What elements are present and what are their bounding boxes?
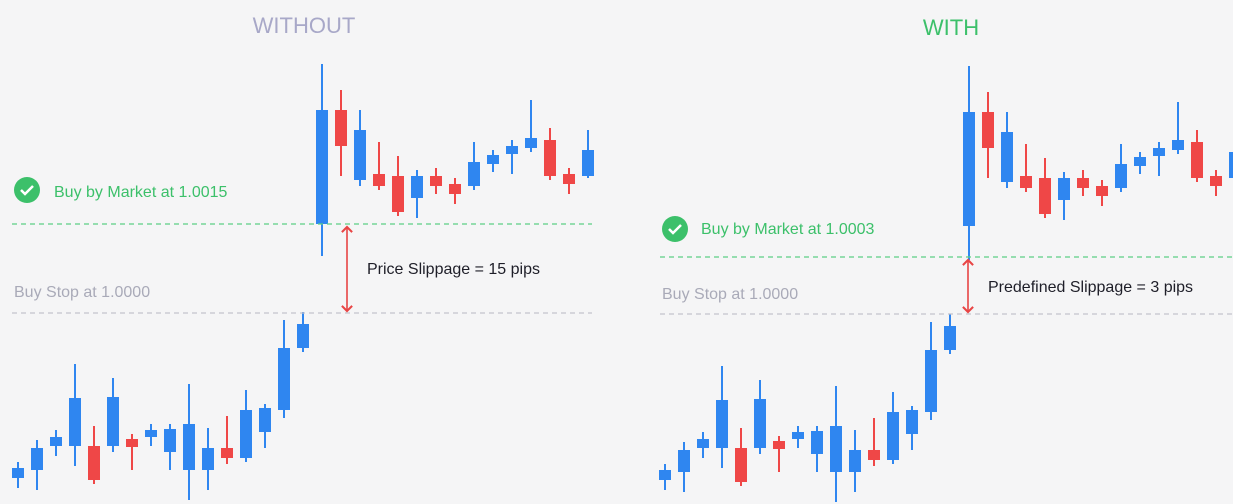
slippage-label: Price Slippage = 15 pips [367,261,540,278]
candle-body [925,350,937,412]
candle-body [1172,140,1184,150]
candles [12,64,1233,502]
candle-body [1229,152,1233,178]
candle-body [373,174,385,186]
candle-body [1001,132,1013,182]
candle-body [944,326,956,350]
candle-body [1077,178,1089,188]
check-mark [20,185,34,196]
candle-body [1020,176,1032,188]
candle-body [468,162,480,186]
candle-body [849,450,861,472]
candle-body [69,398,81,446]
candle-body [506,146,518,154]
candle-body [563,174,575,184]
candle-body [735,448,747,482]
candle-body [582,150,594,176]
candle-body [811,431,823,454]
candle-body [1134,157,1146,166]
market-label: Buy by Market at 1.0015 [54,184,228,201]
candle-body [259,408,271,432]
check-icon [14,177,40,203]
candle-body [392,176,404,212]
candle-body [240,410,252,458]
candle-body [411,176,423,198]
candle-body [792,432,804,439]
candle-body [449,184,461,194]
candle-body [50,437,62,446]
candle-body [1191,142,1203,178]
candle-body [1096,186,1108,196]
candle-body [430,176,442,186]
candle-body [1115,164,1127,188]
check-icon [662,216,688,242]
candle-body [716,400,728,448]
candle-body [754,399,766,448]
stop-label: Buy Stop at 1.0000 [14,284,150,301]
candle-body [544,140,556,176]
candle-body [88,446,100,480]
candle-body [773,441,785,449]
candle-body [297,324,309,348]
candle-body [830,426,842,472]
candle-body [31,448,43,470]
candle-body [145,430,157,437]
candle-body [525,138,537,148]
panel-title: WITH [923,15,979,40]
candle-body [183,424,195,470]
candle-body [697,439,709,448]
candle-body [316,110,328,224]
candle-body [982,112,994,148]
market-label: Buy by Market at 1.0003 [701,221,875,238]
candle-body [887,412,899,460]
candle-body [12,468,24,478]
candle-body [164,429,176,452]
candle-body [1039,178,1051,214]
candle-body [107,397,119,446]
stop-label: Buy Stop at 1.0000 [662,286,798,303]
candle-body [1153,148,1165,156]
candle-body [335,110,347,146]
candle-body [678,450,690,472]
candle-body [221,448,233,458]
candle-body [659,470,671,480]
candle-body [1058,178,1070,200]
candle-body [906,410,918,434]
candle-body [278,348,290,410]
candle-body [126,439,138,447]
candle-body [202,448,214,470]
candle-body [963,112,975,226]
candle-body [1210,176,1222,186]
candle-body [487,155,499,164]
candle-body [868,450,880,460]
candle-body [354,130,366,180]
panel-title: WITHOUT [253,13,356,38]
check-mark [668,224,682,235]
slippage-label: Predefined Slippage = 3 pips [988,279,1193,296]
